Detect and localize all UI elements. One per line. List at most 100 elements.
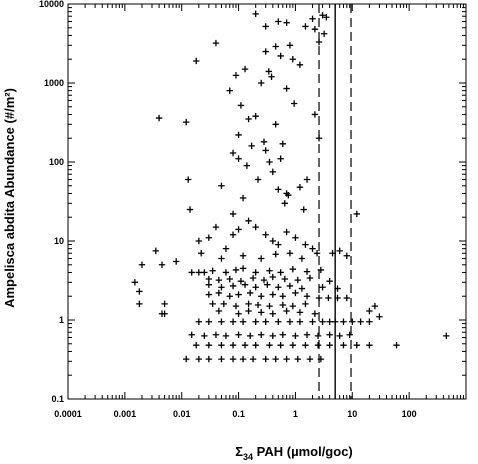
data-point [252,223,259,231]
data-point [232,266,240,274]
data-point [275,284,282,291]
data-point [272,251,279,258]
data-point [326,341,333,349]
data-point [286,42,294,49]
x-axis-ticks: 0.0001 0.001 0.01 0.1 1 10 100 [54,4,464,419]
data-point [317,266,325,274]
plot-frame [67,3,467,400]
data-point [260,138,268,146]
data-point [325,294,332,302]
data-point [215,307,223,315]
data-point [281,275,288,283]
data-point [235,155,242,162]
data-point [195,237,203,245]
data-point [152,247,159,255]
data-point [303,331,311,338]
data-point [229,318,237,325]
data-point [353,341,360,349]
data-point [279,331,287,338]
data-point [275,186,282,193]
data-point [257,309,265,316]
data-point [136,300,143,308]
data-point [218,255,225,262]
data-point [229,341,237,349]
data-point [239,194,247,202]
x-tick-label: 1 [293,409,298,419]
data-point [158,310,166,317]
x-axis-title-rest: PAH (µmol/goc) [253,444,353,459]
data-point [246,289,254,297]
data-point [371,302,379,310]
data-point [286,250,294,257]
data-point [218,182,225,189]
data-point [283,307,290,315]
data-point [239,355,247,363]
data-point [186,206,194,213]
data-point [272,355,279,363]
data-point [269,291,277,298]
data-point [205,234,213,241]
data-point [340,318,347,325]
data-point [326,318,333,325]
data-point [218,355,225,363]
y-tick-label: 10000 [39,0,64,9]
data-point [340,341,347,349]
data-point [252,318,259,325]
data-point [229,210,237,218]
data-point [222,269,230,276]
data-point [269,310,277,317]
data-point [218,318,225,325]
data-point [443,332,450,340]
data-point [239,318,247,325]
data-point [349,318,356,325]
data-point [319,318,326,325]
data-point [239,252,247,259]
data-point [248,142,255,150]
data-point [298,255,306,262]
y-axis-title: Ampelisca abdita Abundance (#/m²) [2,88,17,308]
data-point [235,131,242,139]
data-point [161,300,168,308]
data-point [292,289,299,297]
data-point [241,281,249,288]
data-point [245,307,252,315]
x-tick-label: 100 [402,409,417,419]
data-point [279,140,287,147]
data-point [289,302,297,310]
data-point [195,318,203,325]
data-point [262,318,269,325]
y-tick-label: 1 [59,315,64,325]
data-point [197,250,205,257]
x-axis-title: Σ34 PAH (µmol/goc) [235,444,353,462]
data-point [311,25,319,33]
data-point [226,87,233,94]
data-point [218,341,225,349]
data-point [283,19,290,26]
data-point [292,332,299,340]
y-tick-label: 100 [49,157,64,167]
data-markers [131,10,450,363]
data-point [306,274,314,282]
data-point [302,23,309,30]
data-point [283,85,290,92]
data-point [283,228,290,236]
data-point [131,279,139,286]
data-point [326,277,333,285]
y-tick-label: 0.1 [51,394,64,404]
data-point [336,332,343,340]
data-point [343,294,350,302]
data-point [266,267,273,274]
data-point [232,72,240,79]
data-point [201,269,208,276]
data-point [290,100,298,107]
data-point [257,255,265,262]
reference-lines [318,4,352,399]
data-point [366,341,373,349]
x-tick-label: 0.1 [232,409,245,419]
data-point [205,281,213,288]
data-point [286,318,294,325]
data-point [246,332,254,340]
x-axis-title-prefix: Σ [235,444,243,459]
data-point [226,275,233,283]
